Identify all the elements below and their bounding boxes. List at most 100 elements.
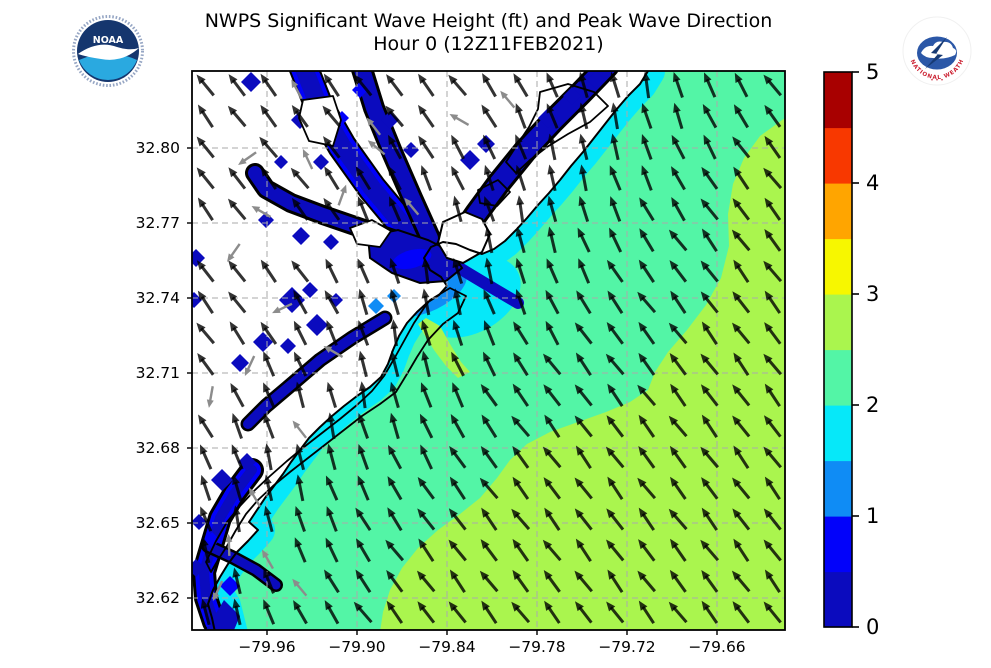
wave-arrow bbox=[574, 508, 593, 531]
wave-arrow bbox=[670, 383, 687, 407]
wave-arrow bbox=[449, 569, 466, 594]
wave-arrow bbox=[578, 195, 590, 223]
marsh-water-patch bbox=[231, 354, 249, 372]
wave-arrow bbox=[671, 166, 686, 191]
wave-arrow bbox=[701, 228, 718, 253]
wave-arrow bbox=[325, 258, 339, 284]
wave-arrow bbox=[389, 381, 400, 409]
title-line-1: NWPS Significant Wave Height (ft) and Pe… bbox=[204, 10, 773, 32]
wave-arrow bbox=[606, 508, 625, 531]
wave-arrow bbox=[416, 570, 436, 593]
wave-arrow bbox=[453, 288, 462, 316]
wave-arrow bbox=[357, 258, 370, 284]
wave-arrow bbox=[512, 538, 530, 562]
wave-arrow bbox=[732, 477, 751, 500]
wave-arrow bbox=[293, 600, 308, 625]
wave-arrow bbox=[448, 74, 468, 97]
wave-arrow-gray bbox=[244, 355, 256, 376]
wave-arrow bbox=[668, 229, 688, 252]
wave-arrow bbox=[323, 73, 340, 97]
wave-arrow bbox=[324, 290, 340, 315]
marsh-water-patch bbox=[403, 142, 419, 158]
wave-arrow bbox=[355, 569, 372, 594]
wave-arrow-gray bbox=[272, 302, 293, 314]
wave-arrow bbox=[449, 476, 466, 500]
wave-arrow bbox=[700, 291, 719, 314]
wave-arrow bbox=[542, 539, 562, 562]
marsh-water-patch bbox=[302, 282, 318, 298]
marsh-water-patch bbox=[192, 249, 205, 267]
marsh-water-patch bbox=[241, 72, 261, 92]
wave-arrow bbox=[763, 260, 783, 283]
wave-arrow bbox=[484, 257, 494, 285]
marsh-water-patch bbox=[538, 108, 558, 128]
wave-arrow bbox=[732, 384, 751, 407]
wave-arrow bbox=[515, 164, 527, 192]
marsh-water-patch bbox=[313, 154, 329, 170]
wave-arrow bbox=[734, 72, 749, 98]
wave-arrow bbox=[295, 474, 305, 502]
wave-arrow bbox=[544, 600, 561, 624]
marsh-water-patch bbox=[460, 150, 480, 170]
colorbar-segment bbox=[824, 516, 852, 573]
wave-arrow bbox=[228, 74, 246, 97]
wave-arrow bbox=[606, 415, 625, 438]
wave-arrow bbox=[231, 444, 244, 470]
marsh-water-patch bbox=[323, 234, 339, 250]
wave-arrow bbox=[605, 353, 625, 376]
wave-arrow bbox=[196, 74, 215, 97]
wave-arrow bbox=[291, 104, 309, 128]
wave-direction-arrow-field bbox=[196, 71, 783, 626]
wave-arrow bbox=[609, 227, 623, 253]
wave-arrow bbox=[263, 382, 276, 408]
wave-arrow bbox=[637, 477, 657, 500]
wave-arrow bbox=[763, 446, 782, 469]
wave-arrow bbox=[701, 477, 719, 500]
wave-arrow bbox=[198, 414, 214, 439]
wave-arrow bbox=[763, 508, 782, 531]
wave-arrow bbox=[263, 474, 274, 502]
wave-arrow bbox=[417, 104, 435, 128]
wave-arrow-gray bbox=[500, 90, 516, 109]
wave-arrow bbox=[260, 104, 278, 128]
wave-arrow-gray bbox=[337, 184, 347, 206]
colorbar-segment bbox=[824, 294, 852, 351]
wave-arrow bbox=[451, 134, 465, 160]
wave-arrow bbox=[480, 539, 498, 562]
wave-arrow bbox=[732, 198, 751, 221]
wave-arrow bbox=[639, 197, 655, 222]
wave-arrow bbox=[669, 445, 687, 469]
wave-arrow bbox=[227, 105, 247, 128]
wave-arrow bbox=[418, 538, 435, 562]
wave-arrow bbox=[326, 506, 338, 532]
wave-arrow bbox=[733, 104, 750, 129]
wave-arrow bbox=[732, 508, 751, 531]
lat-tick-label: 32.62 bbox=[136, 589, 180, 607]
colorbar-tick-label: 3 bbox=[866, 282, 879, 306]
title-line-2: Hour 0 (12Z11FEB2021) bbox=[373, 33, 604, 55]
wave-arrow-gray bbox=[225, 533, 233, 556]
marsh-water-patch bbox=[587, 71, 605, 89]
wave-arrow bbox=[763, 539, 782, 562]
wave-arrow bbox=[419, 413, 434, 439]
wave-arrow bbox=[325, 537, 339, 563]
wave-arrow bbox=[420, 382, 433, 408]
wave-arrow bbox=[511, 415, 531, 438]
wave-arrow bbox=[546, 103, 559, 129]
wave-arrow bbox=[481, 414, 498, 439]
colorbar-segment bbox=[824, 238, 852, 295]
wave-arrow-gray bbox=[212, 580, 224, 601]
plot-title: NWPS Significant Wave Height (ft) and Pe… bbox=[172, 10, 805, 56]
wave-arrow bbox=[200, 536, 211, 564]
wave-arrow bbox=[385, 539, 405, 562]
wave-arrow bbox=[701, 569, 719, 593]
wave-arrow bbox=[452, 382, 465, 408]
wave-arrow bbox=[637, 570, 657, 593]
wave-arrow bbox=[763, 74, 782, 97]
wave-arrow bbox=[388, 134, 403, 160]
wave-arrow bbox=[700, 446, 720, 469]
wave-arrow bbox=[515, 103, 527, 129]
wave-arrow bbox=[451, 165, 465, 191]
